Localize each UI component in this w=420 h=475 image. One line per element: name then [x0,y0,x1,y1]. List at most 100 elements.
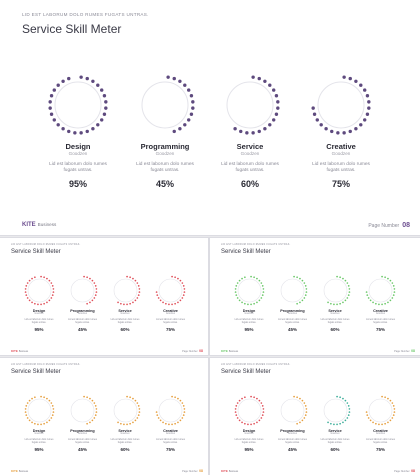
page-number-value: 08 [411,469,415,473]
progress-dot [52,288,54,290]
skill-meter-design: Design Goodzen Lid est laborum dolo rumes … [16,395,62,452]
progress-dot [296,396,298,399]
progress-dot [387,397,389,400]
skill-ring-gauge [48,75,108,135]
progress-dot [67,129,71,134]
progress-dot [393,291,396,293]
progress-dot [236,402,238,404]
meter-description: Lid est laborum dolo rumes fugats untras… [68,318,97,325]
progress-dot [365,411,368,413]
progress-dot [342,131,346,135]
progress-dot [91,419,94,422]
progress-dot [338,276,341,279]
slide-subtitle: LID EST LABORUM DOLO RUMES FUGATS UNTRAS… [11,244,81,246]
progress-dot [116,421,119,424]
progress-dot [335,423,338,426]
progress-dot [304,294,307,296]
progress-dot [252,276,255,279]
progress-dot [347,414,350,416]
progress-dot [171,275,173,278]
meter-sublabel: Goodzen [77,313,88,315]
meter-sublabel: Goodzen [240,151,260,156]
progress-dot [24,411,26,413]
meter-description: Lid est laborum dolo rumes fugats untras… [320,438,350,445]
progress-dot [131,421,134,424]
meter-percent: 45% [155,179,174,190]
skill-ring-gauge [141,75,195,134]
progress-dot [234,294,237,296]
progress-dot [189,112,194,116]
progress-dot [48,279,50,282]
progress-dot [91,279,94,282]
slide-mixed[interactable]: LID EST LABORUM DOLO RUMES FUGATS UNTRAS… [210,358,420,475]
progress-dot [332,303,335,306]
progress-dot [131,301,134,304]
meter-label: Creative [373,309,388,313]
progress-dot [238,299,240,302]
slide-title: Service Skill Meter [221,249,271,255]
progress-dot [181,402,184,404]
skill-ring-gauge [365,275,396,306]
progress-dot [243,302,246,305]
meter-percent: 45% [287,326,297,332]
slide-red[interactable]: LID EST LABORUM DOLO RUMES FUGATS UNTRAS… [0,238,208,355]
progress-dot [33,422,36,425]
progress-dot [119,302,122,305]
skill-ring-gauge [323,275,350,306]
progress-dot [251,131,255,135]
progress-dot [240,397,243,400]
progress-dot [30,421,33,424]
skill-ring-gauge [113,275,140,306]
progress-dot [299,397,301,400]
meter-label: Service [118,309,132,313]
progress-dot [365,291,368,293]
progress-dot [393,408,396,410]
progress-dot [246,303,249,306]
progress-dot [128,276,131,279]
progress-dot [389,299,392,302]
progress-dot [24,408,26,410]
progress-dot [263,79,267,83]
progress-dot [49,112,54,116]
slide-orange[interactable]: LID EST LABORUM DOLO RUMES FUGATS UNTRAS… [0,358,208,475]
progress-dot [344,299,346,302]
progress-dot [138,411,140,413]
slide-purple[interactable]: LID EST LABORUM DOLO RUMES FUGATS UNTRAS… [0,0,420,235]
progress-dot [346,417,348,419]
progress-dot [372,301,374,304]
progress-dot [365,94,370,98]
progress-dot [239,129,243,134]
progress-dot [299,421,301,424]
ring-track [237,278,261,303]
progress-dot [56,83,60,87]
progress-dot [319,123,323,127]
meter-description: Lid est laborum dolo rumes fugats untras… [110,318,140,325]
progress-dot [246,423,249,426]
progress-dot [85,129,89,134]
progress-dot [258,279,260,282]
progress-dot [182,285,185,287]
progress-dot [131,397,134,400]
skill-ring-gauge [323,395,350,426]
slide-green[interactable]: LID EST LABORUM DOLO RUMES FUGATS UNTRAS… [210,238,420,355]
progress-dot [91,399,94,402]
brand-secondary: Business [37,222,57,227]
progress-dot [172,129,176,134]
progress-dot [293,395,295,398]
progress-dot [363,88,367,92]
progress-dot [122,303,125,306]
progress-dot [61,79,65,83]
skill-ring-gauge [70,395,98,425]
slide-subtitle: LID EST LABORUM DOLO RUMES FUGATS UNTRAS… [221,244,291,246]
progress-dot [335,303,338,306]
meter-sublabel: Goodzen [331,151,351,156]
meter-description: Lid est laborum dolo rumes fugats untras… [49,162,107,174]
progress-dot [28,279,30,282]
slide-title: Service Skill Meter [11,369,61,375]
progress-dot [381,303,383,306]
meter-label: Creative [163,309,178,313]
progress-dot [367,106,371,110]
meter-percent: 95% [34,326,44,332]
progress-dot [61,127,65,131]
